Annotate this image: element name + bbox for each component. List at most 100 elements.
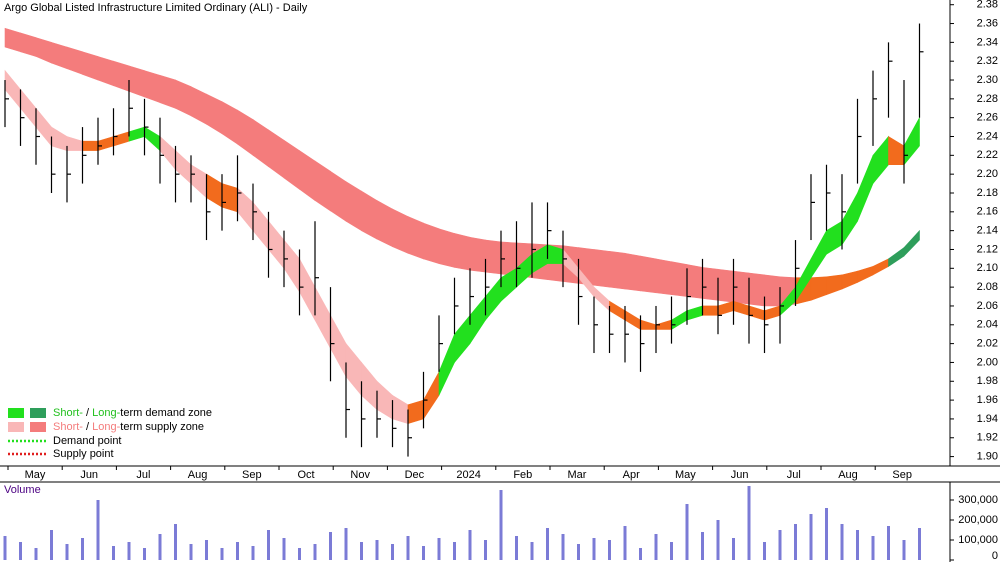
volume-bar	[592, 538, 596, 560]
legend-swatch	[30, 422, 46, 432]
y-tick-label: 2.26	[977, 112, 998, 124]
volume-bar	[34, 548, 38, 560]
long-term-zone	[671, 261, 688, 297]
long-term-zone	[764, 274, 781, 307]
volume-bar	[654, 534, 658, 560]
x-tick-label: Aug	[838, 469, 858, 481]
volume-bar	[840, 524, 844, 560]
x-tick-label: Jun	[80, 469, 98, 481]
long-term-zone	[702, 267, 719, 301]
volume-bar	[96, 500, 100, 560]
short-term-zone	[221, 183, 238, 213]
volume-bar	[623, 526, 627, 560]
volume-tick-label: 200,000	[958, 514, 998, 526]
volume-bar	[251, 546, 255, 560]
legend-text: /	[83, 407, 92, 419]
y-tick-label: 2.12	[977, 243, 998, 255]
long-term-zone	[624, 252, 641, 292]
volume-bar	[732, 538, 735, 560]
volume-bar	[747, 486, 751, 560]
y-tick-label: 1.92	[977, 432, 998, 444]
x-tick-label: Jul	[136, 469, 150, 481]
x-tick-label: Nov	[350, 469, 370, 481]
volume-bar	[577, 544, 580, 560]
long-term-zone	[392, 208, 409, 254]
long-term-zone	[593, 249, 610, 288]
x-tick-label: Sep	[242, 469, 262, 481]
volume-bar	[639, 548, 642, 560]
legend-text: Short-	[53, 407, 83, 419]
x-tick-label: Mar	[568, 469, 587, 481]
volume-bar	[267, 530, 270, 560]
volume-bar	[856, 530, 859, 560]
legend-label: Short- / Long-term demand zone	[53, 407, 212, 419]
long-term-zone	[159, 74, 176, 109]
volume-bar	[391, 544, 394, 560]
long-term-zone	[748, 272, 765, 307]
legend-text: Long-	[92, 407, 120, 419]
volume-bar	[236, 542, 239, 560]
volume-bar	[561, 534, 565, 560]
volume-bar	[918, 528, 921, 560]
long-term-zone	[686, 264, 703, 299]
legend-text: Long-	[92, 421, 120, 433]
volume-bar	[422, 546, 425, 560]
x-tick-label: Oct	[297, 469, 314, 481]
x-tick-label: Feb	[513, 469, 532, 481]
volume-bar	[112, 546, 115, 560]
volume-bar	[174, 524, 177, 560]
long-term-zone	[438, 228, 455, 268]
x-tick-label: Jul	[787, 469, 801, 481]
y-tick-label: 2.10	[977, 262, 998, 274]
volume-bar	[716, 520, 720, 560]
y-tick-label: 2.18	[977, 187, 998, 199]
legend-text: term demand zone	[120, 407, 212, 419]
volume-bar	[437, 538, 441, 560]
volume-bar	[871, 536, 875, 560]
volume-tick-label: 100,000	[958, 534, 998, 546]
y-tick-label: 2.34	[977, 36, 998, 48]
long-term-zone	[454, 233, 471, 271]
long-term-zone	[655, 258, 672, 296]
volume-bar	[313, 544, 317, 560]
long-term-zone	[469, 236, 486, 273]
long-term-zone	[423, 222, 440, 265]
legend-text: Short-	[53, 421, 83, 433]
volume-bar	[453, 542, 456, 560]
legend-swatch	[8, 408, 24, 418]
volume-bar	[670, 542, 673, 560]
y-tick-label: 2.20	[977, 168, 998, 180]
y-tick-label: 2.14	[977, 225, 998, 237]
volume-bar	[887, 526, 890, 560]
y-tick-label: 2.04	[977, 319, 998, 331]
x-tick-label: Jun	[731, 469, 749, 481]
y-tick-label: 2.08	[977, 281, 998, 293]
volume-bar	[50, 530, 53, 560]
volume-bar	[344, 528, 348, 560]
volume-bar	[189, 544, 193, 560]
volume-bar	[298, 548, 301, 560]
long-term-zone	[407, 216, 424, 260]
legend-label: Supply point	[53, 448, 114, 460]
volume-bar	[65, 544, 69, 560]
short-term-zone	[702, 305, 719, 316]
long-term-zone	[609, 251, 626, 290]
x-tick-label: May	[675, 469, 696, 481]
long-term-zone	[128, 65, 145, 98]
y-tick-label: 2.36	[977, 17, 998, 29]
legend-swatch	[30, 408, 46, 418]
zones	[4, 27, 920, 425]
y-tick-label: 2.32	[977, 55, 998, 67]
y-tick-label: 1.90	[977, 450, 998, 462]
volume-bar	[608, 540, 611, 560]
volume-bar	[329, 532, 332, 560]
price-bars	[4, 23, 924, 457]
volume-bar	[499, 490, 503, 560]
short-term-zone	[82, 140, 99, 151]
volume-bar	[515, 536, 518, 560]
volume-bar	[701, 532, 704, 560]
volume-bar	[205, 540, 208, 560]
volume-label: Volume	[4, 484, 41, 496]
